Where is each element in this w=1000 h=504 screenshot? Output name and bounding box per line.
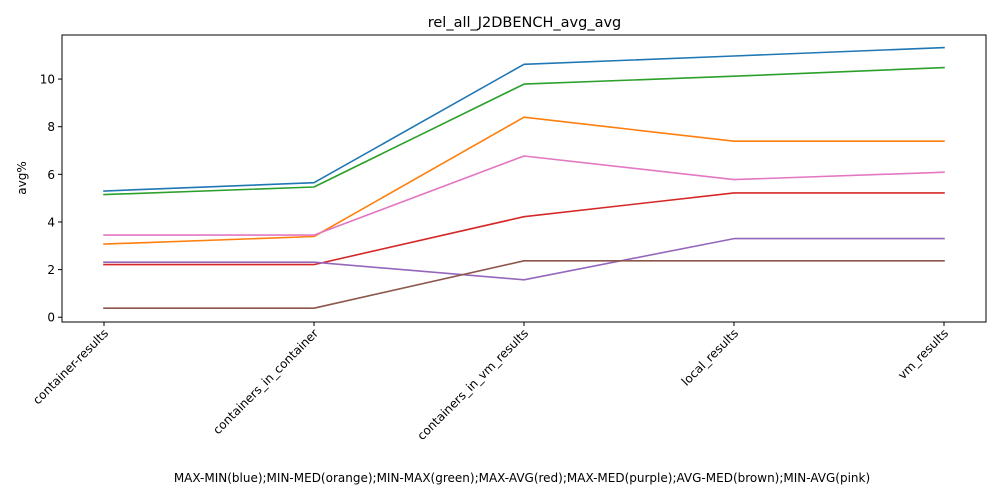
x-tick-label: containers_in_vm_results — [414, 326, 531, 443]
x-tick-label: container-results — [30, 326, 111, 407]
y-tick-label: 6 — [47, 168, 55, 182]
y-tick-label: 4 — [47, 215, 55, 229]
plot-frame — [61, 34, 987, 323]
series-line-7 — [103, 155, 945, 236]
y-axis-ticks: 0 2 4 6 8 10 — [40, 73, 62, 325]
y-tick-label: 0 — [47, 311, 55, 325]
x-tick-label: vm_results — [895, 326, 951, 382]
series-lines — [103, 46, 945, 310]
series-line-3 — [103, 66, 945, 196]
series-line-1 — [103, 46, 945, 192]
x-tick-label: local_results — [679, 326, 741, 388]
y-tick-label: 2 — [47, 263, 55, 277]
chart-title: rel_all_J2DBENCH_avg_avg — [428, 15, 622, 31]
x-axis-label: MAX-MIN(blue);MIN-MED(orange);MIN-MAX(gr… — [174, 471, 870, 485]
series-line-6 — [103, 259, 945, 310]
series-line-2 — [103, 116, 945, 245]
series-line-5 — [103, 237, 945, 281]
y-tick-label: 8 — [47, 120, 55, 134]
series-line-4 — [103, 192, 945, 266]
y-tick-label: 10 — [40, 73, 55, 87]
y-axis-label: avg% — [15, 161, 29, 194]
x-axis-ticks: container-results containers_in_container… — [30, 322, 951, 443]
x-tick-label: containers_in_container — [210, 326, 321, 437]
